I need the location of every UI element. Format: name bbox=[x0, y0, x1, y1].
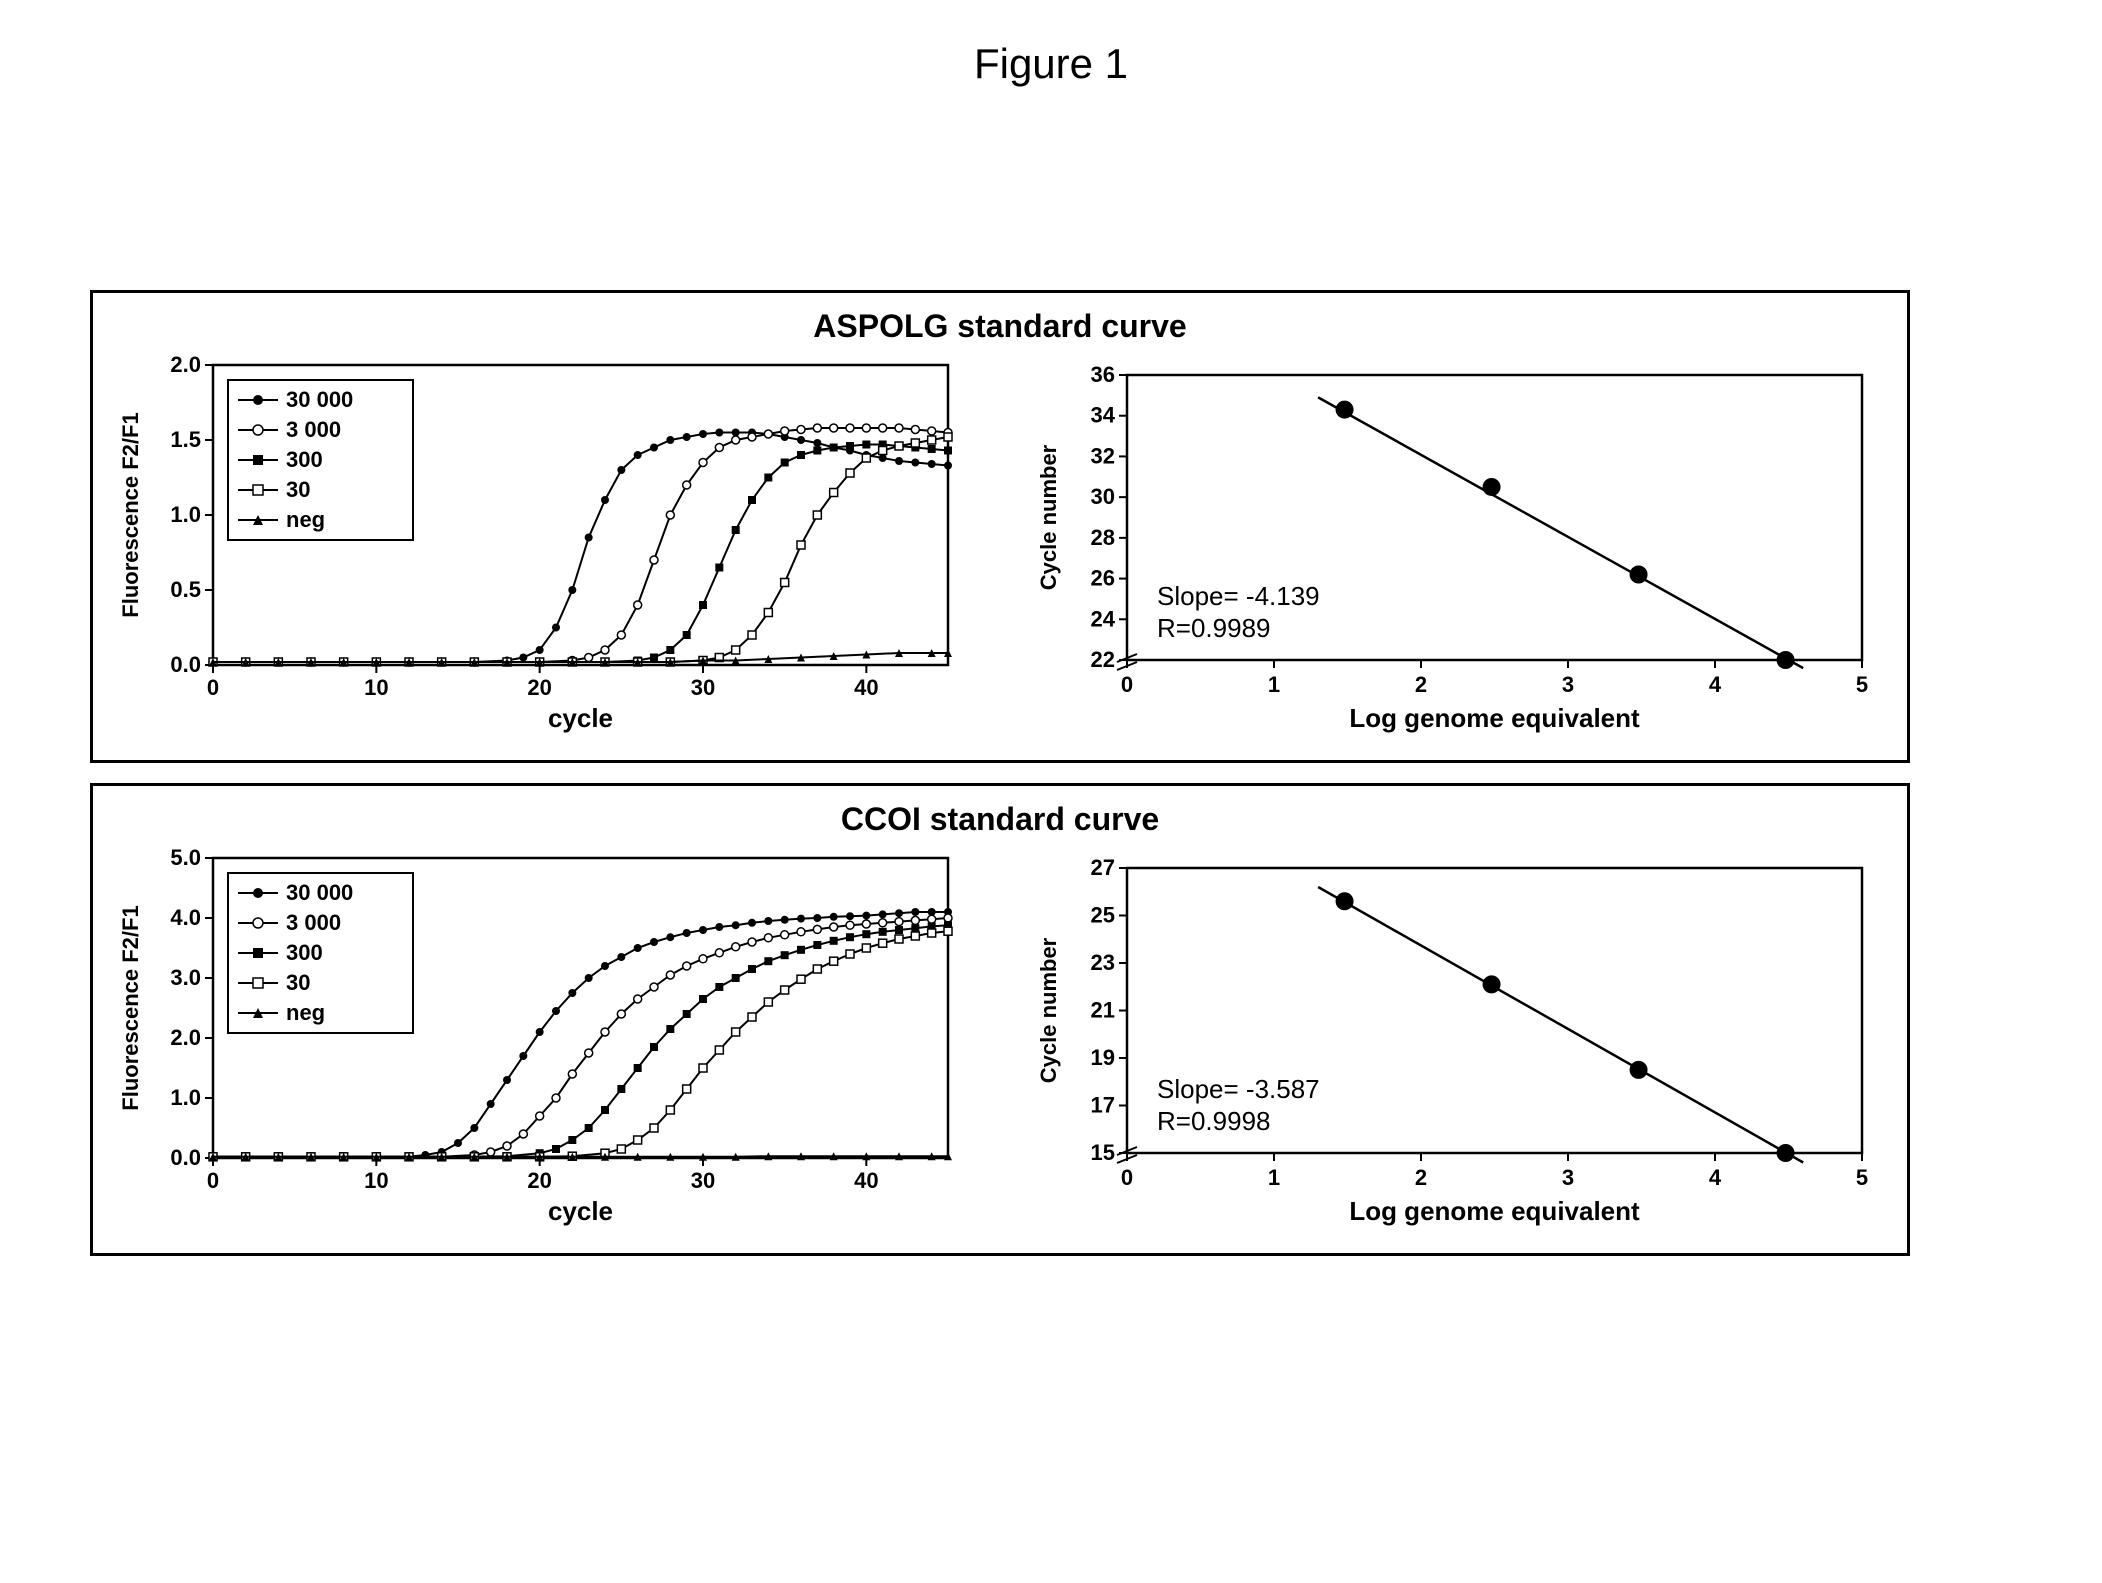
svg-text:27: 27 bbox=[1091, 855, 1115, 880]
svg-text:Log genome equivalent: Log genome equivalent bbox=[1349, 1196, 1640, 1226]
svg-text:cycle: cycle bbox=[548, 1196, 613, 1226]
svg-text:0.0: 0.0 bbox=[170, 1145, 201, 1170]
svg-text:neg: neg bbox=[286, 507, 325, 532]
svg-text:2.0: 2.0 bbox=[170, 355, 201, 377]
amplification-chart-ccoi: 0.0 1.0 2.0 3.0 4.0 5.0 0 10 20 30 40 cycle Fluoresc… bbox=[118, 848, 968, 1228]
svg-text:1.0: 1.0 bbox=[170, 502, 201, 527]
svg-text:10: 10 bbox=[364, 675, 388, 700]
svg-text:3 000: 3 000 bbox=[286, 417, 341, 442]
chart-row-ccoi: 0.01.02.03.04.05.0010203040cycleFluoresc… bbox=[118, 848, 1882, 1228]
svg-text:22: 22 bbox=[1091, 647, 1115, 672]
svg-text:30: 30 bbox=[691, 1168, 715, 1193]
panels-container: ASPOLG standard curve 0.00.51.01.52.0010… bbox=[90, 290, 1910, 1276]
svg-text:3.0: 3.0 bbox=[170, 965, 201, 990]
svg-text:0.5: 0.5 bbox=[170, 577, 201, 602]
svg-text:neg: neg bbox=[286, 1000, 325, 1025]
svg-text:4: 4 bbox=[1709, 1165, 1722, 1190]
svg-text:0: 0 bbox=[1121, 1165, 1133, 1190]
svg-text:1.5: 1.5 bbox=[170, 427, 201, 452]
svg-text:5.0: 5.0 bbox=[170, 848, 201, 870]
svg-text:25: 25 bbox=[1091, 903, 1115, 928]
panel-aspolg: ASPOLG standard curve 0.00.51.01.52.0010… bbox=[90, 290, 1910, 763]
svg-text:Slope= -3.587: Slope= -3.587 bbox=[1157, 1074, 1320, 1104]
svg-text:30 000: 30 000 bbox=[286, 880, 353, 905]
svg-text:300: 300 bbox=[286, 447, 323, 472]
svg-text:300: 300 bbox=[286, 940, 323, 965]
svg-text:30 000: 30 000 bbox=[286, 387, 353, 412]
svg-text:3: 3 bbox=[1562, 1165, 1574, 1190]
svg-text:21: 21 bbox=[1091, 998, 1115, 1023]
svg-text:2: 2 bbox=[1415, 1165, 1427, 1190]
svg-text:0: 0 bbox=[207, 675, 219, 700]
svg-text:0.0: 0.0 bbox=[170, 652, 201, 677]
svg-text:4.0: 4.0 bbox=[170, 905, 201, 930]
panel-ccoi: CCOI standard curve 0.01.02.03.04.05.001… bbox=[90, 783, 1910, 1256]
svg-text:30: 30 bbox=[1091, 484, 1115, 509]
svg-text:1: 1 bbox=[1268, 1165, 1280, 1190]
svg-text:2.0: 2.0 bbox=[170, 1025, 201, 1050]
svg-text:cycle: cycle bbox=[548, 703, 613, 733]
svg-text:30: 30 bbox=[286, 477, 310, 502]
amplification-chart-aspolg: 0.0 0.5 1.0 1.5 2.0 0 10 20 30 40 cycle Fluorescenc… bbox=[118, 355, 968, 735]
svg-text:Slope= -4.139: Slope= -4.139 bbox=[1157, 581, 1320, 611]
svg-text:3: 3 bbox=[1562, 672, 1574, 697]
svg-text:Log genome equivalent: Log genome equivalent bbox=[1349, 703, 1640, 733]
svg-text:20: 20 bbox=[527, 675, 551, 700]
svg-text:36: 36 bbox=[1091, 362, 1115, 387]
svg-text:0: 0 bbox=[207, 1168, 219, 1193]
svg-text:30: 30 bbox=[691, 675, 715, 700]
svg-text:Cycle number: Cycle number bbox=[1036, 444, 1061, 590]
svg-text:5: 5 bbox=[1856, 672, 1868, 697]
svg-text:40: 40 bbox=[854, 1168, 878, 1193]
panel-title-aspolg: ASPOLG standard curve bbox=[118, 308, 1882, 345]
svg-text:2: 2 bbox=[1415, 672, 1427, 697]
svg-text:34: 34 bbox=[1091, 403, 1116, 428]
chart-row-aspolg: 0.00.51.01.52.0010203040cycleFluorescenc… bbox=[118, 355, 1882, 735]
svg-text:32: 32 bbox=[1091, 443, 1115, 468]
svg-text:5: 5 bbox=[1856, 1165, 1868, 1190]
svg-text:R=0.9998: R=0.9998 bbox=[1157, 1106, 1270, 1136]
svg-text:23: 23 bbox=[1091, 950, 1115, 975]
svg-text:19: 19 bbox=[1091, 1045, 1115, 1070]
svg-text:26: 26 bbox=[1091, 566, 1115, 591]
svg-text:20: 20 bbox=[527, 1168, 551, 1193]
svg-text:28: 28 bbox=[1091, 525, 1115, 550]
panel-title-ccoi: CCOI standard curve bbox=[118, 801, 1882, 838]
svg-text:Fluorescence F2/F1: Fluorescence F2/F1 bbox=[118, 412, 143, 617]
svg-text:Fluorescence F2/F1: Fluorescence F2/F1 bbox=[118, 905, 143, 1110]
svg-text:10: 10 bbox=[364, 1168, 388, 1193]
svg-text:1.0: 1.0 bbox=[170, 1085, 201, 1110]
svg-text:3 000: 3 000 bbox=[286, 910, 341, 935]
svg-text:17: 17 bbox=[1091, 1093, 1115, 1118]
svg-text:R=0.9989: R=0.9989 bbox=[1157, 613, 1270, 643]
svg-text:4: 4 bbox=[1709, 672, 1722, 697]
standard-chart-ccoi: 15171921232527012345Log genome equivalen… bbox=[1032, 848, 1882, 1228]
svg-text:Cycle number: Cycle number bbox=[1036, 937, 1061, 1083]
svg-text:30: 30 bbox=[286, 970, 310, 995]
svg-text:1: 1 bbox=[1268, 672, 1280, 697]
figure-title: Figure 1 bbox=[974, 40, 1128, 88]
svg-text:40: 40 bbox=[854, 675, 878, 700]
svg-text:0: 0 bbox=[1121, 672, 1133, 697]
standard-chart-aspolg: 2224262830323436012345Log genome equival… bbox=[1032, 355, 1882, 735]
svg-text:15: 15 bbox=[1091, 1140, 1115, 1165]
svg-text:24: 24 bbox=[1091, 606, 1116, 631]
